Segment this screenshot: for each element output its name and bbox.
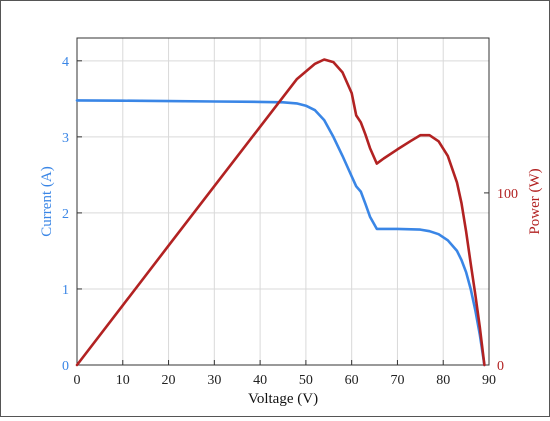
left-tick-label: 1 (62, 283, 69, 298)
plot-area (76, 37, 490, 366)
right-axis-label: Power (W) (527, 168, 543, 234)
x-tick-label: 80 (436, 373, 450, 388)
current-curve (75, 99, 486, 367)
left-tick-label: 4 (62, 55, 69, 70)
series-lines (75, 58, 486, 367)
x-tick-label: 10 (116, 373, 130, 388)
left-tick-label: 2 (62, 207, 69, 222)
x-tick-label: 70 (390, 373, 404, 388)
x-tick-label: 0 (74, 373, 81, 388)
x-tick-label: 60 (345, 373, 359, 388)
left-tick-label: 0 (62, 359, 69, 374)
x-tick-label: 40 (253, 373, 267, 388)
x-tick-label: 30 (207, 373, 221, 388)
x-tick-label: 90 (482, 373, 496, 388)
power-curve (75, 58, 486, 367)
x-tick-label: 20 (162, 373, 176, 388)
right-tick-label: 0 (497, 359, 504, 374)
left-tick-label: 3 (62, 131, 69, 146)
left-axis-label: Current (A) (39, 166, 55, 236)
x-axis-label: Voltage (V) (248, 391, 318, 407)
grid (76, 38, 490, 366)
x-tick-label: 50 (299, 373, 313, 388)
right-tick-label: 100 (497, 187, 518, 202)
